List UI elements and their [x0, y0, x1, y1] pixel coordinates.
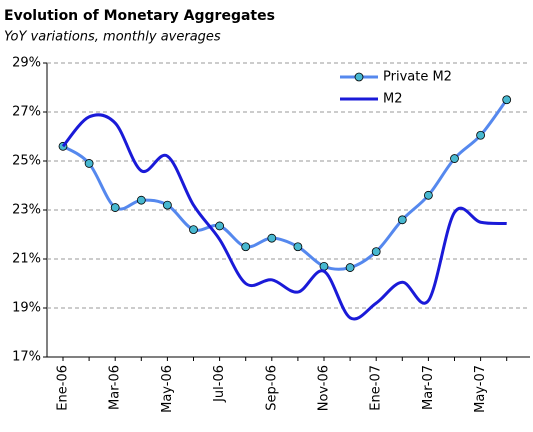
point-marker: [162, 200, 172, 210]
legend-label: Private M2: [383, 70, 452, 85]
point-marker: [319, 261, 329, 271]
y-tick-label: 17%: [12, 350, 41, 365]
chart-subtitle: YoY variations, monthly averages: [4, 30, 221, 45]
point-marker: [502, 95, 512, 105]
point-marker: [293, 242, 303, 252]
x-tick-label: May-06: [160, 365, 175, 413]
series-line: [62, 98, 508, 271]
point-marker: [476, 130, 486, 140]
point-marker: [267, 233, 277, 243]
x-tick-label: Mar-07: [421, 365, 436, 410]
y-tick-label: 19%: [12, 301, 41, 316]
y-tick-label: 23%: [12, 203, 41, 218]
y-tick-label: 21%: [12, 252, 41, 267]
point-marker: [110, 203, 120, 212]
y-tick-label: 27%: [12, 105, 41, 120]
series-line: [61, 113, 507, 321]
point-marker: [136, 195, 146, 205]
point-marker: [423, 190, 433, 200]
x-tick-label: Ene-07: [369, 365, 384, 411]
point-marker: [241, 242, 251, 252]
x-tick-label: Mar-06: [108, 365, 123, 410]
point-marker: [371, 247, 381, 257]
y-tick-label: 25%: [12, 154, 41, 169]
point-marker: [189, 225, 198, 235]
x-tick-label: Jul-06: [212, 365, 227, 403]
point-marker: [84, 159, 94, 168]
legend-label: M2: [383, 92, 403, 107]
x-tick-label: Sep-06: [264, 365, 279, 411]
x-tick-label: Ene-06: [56, 365, 71, 411]
point-marker: [397, 215, 407, 225]
point-marker: [450, 154, 459, 163]
x-tick-label: Nov-06: [317, 365, 332, 411]
x-tick-label: May-07: [473, 365, 488, 413]
chart-title: Evolution of Monetary Aggregates: [4, 8, 275, 24]
legend-marker: [354, 72, 364, 82]
y-tick-label: 29%: [12, 56, 41, 71]
point-marker: [345, 263, 355, 272]
point-marker: [215, 221, 225, 231]
